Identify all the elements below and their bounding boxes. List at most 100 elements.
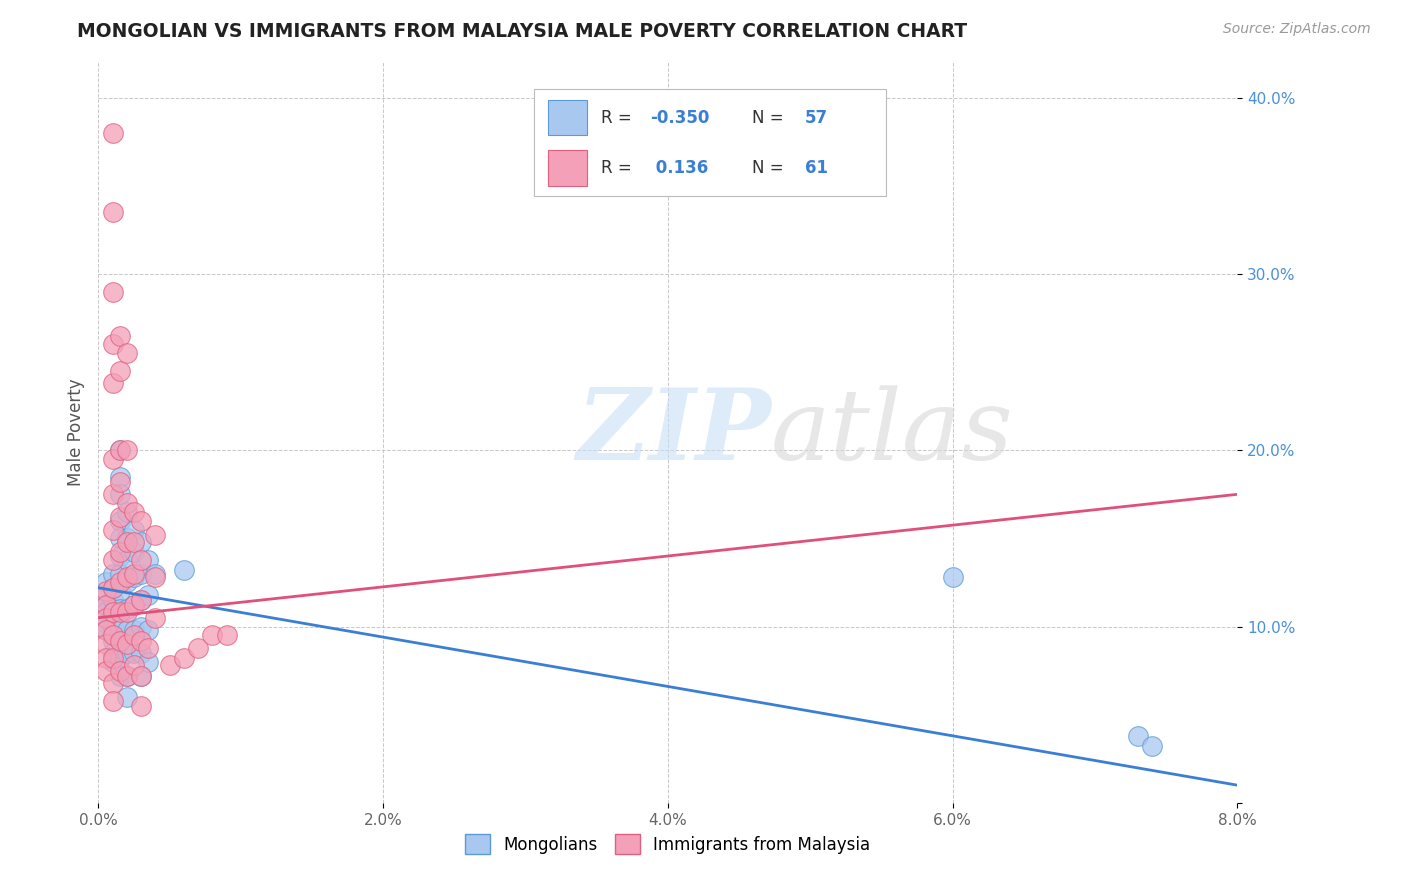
Point [129, 646, 152, 660]
Point [145, 570, 167, 584]
Point [122, 505, 145, 519]
Point [108, 328, 131, 343]
Point [108, 584, 131, 599]
Point [122, 545, 145, 559]
Point [108, 651, 131, 665]
Point [101, 676, 124, 690]
Point [115, 346, 138, 360]
Point [136, 623, 159, 637]
Point [115, 602, 138, 616]
Point [129, 593, 152, 607]
Point [159, 658, 181, 673]
Point [122, 570, 145, 584]
Point [129, 566, 152, 581]
Point [122, 658, 145, 673]
Point [101, 205, 124, 219]
FancyBboxPatch shape [534, 89, 886, 196]
Point [129, 669, 152, 683]
Point [122, 535, 145, 549]
Point [108, 633, 131, 648]
Point [101, 619, 124, 633]
Point [122, 646, 145, 660]
Point [94, 584, 117, 599]
Point [115, 532, 138, 546]
Point [101, 606, 124, 620]
Point [101, 693, 124, 707]
Text: N =: N = [752, 109, 789, 127]
Point [136, 640, 159, 655]
Point [101, 651, 124, 665]
Point [94, 615, 117, 630]
Point [115, 690, 138, 704]
Point [101, 487, 124, 501]
Point [101, 523, 124, 537]
Point [115, 552, 138, 566]
Point [129, 514, 152, 528]
Point [115, 669, 138, 683]
Point [101, 376, 124, 391]
Text: 0.136: 0.136 [650, 159, 709, 177]
Point [115, 606, 138, 620]
Point [145, 528, 167, 542]
Point [115, 646, 138, 660]
FancyBboxPatch shape [548, 150, 588, 186]
Point [108, 545, 131, 559]
Text: Source: ZipAtlas.com: Source: ZipAtlas.com [1223, 22, 1371, 37]
Point [94, 651, 117, 665]
Point [129, 535, 152, 549]
Point [108, 443, 131, 458]
Point [136, 588, 159, 602]
Point [145, 610, 167, 624]
Point [115, 443, 138, 458]
Point [108, 443, 131, 458]
Text: N =: N = [752, 159, 789, 177]
Point [108, 475, 131, 489]
Point [94, 664, 117, 678]
Point [108, 566, 131, 581]
Point [122, 599, 145, 613]
Point [173, 651, 195, 665]
Point [108, 669, 131, 683]
Text: MONGOLIAN VS IMMIGRANTS FROM MALAYSIA MALE POVERTY CORRELATION CHART: MONGOLIAN VS IMMIGRANTS FROM MALAYSIA MA… [77, 22, 967, 41]
Y-axis label: Male Poverty: Male Poverty [66, 379, 84, 486]
Point [1140, 739, 1163, 754]
Point [187, 640, 209, 655]
Point [108, 514, 131, 528]
Point [136, 655, 159, 669]
Point [101, 126, 124, 140]
Point [101, 628, 124, 642]
Point [122, 628, 145, 642]
Point [122, 566, 145, 581]
Point [94, 623, 117, 637]
Point [101, 581, 124, 595]
Point [115, 505, 138, 519]
Point [108, 664, 131, 678]
Point [1126, 729, 1149, 743]
Point [129, 619, 152, 633]
Point [101, 593, 124, 607]
Point [942, 570, 965, 584]
Point [108, 364, 131, 378]
Point [101, 337, 124, 351]
Point [108, 619, 131, 633]
Point [129, 633, 152, 648]
Point [115, 570, 138, 584]
Text: R =: R = [602, 109, 637, 127]
Point [94, 575, 117, 590]
Point [215, 628, 238, 642]
Point [101, 552, 124, 566]
Point [94, 588, 117, 602]
FancyBboxPatch shape [548, 100, 588, 136]
Point [101, 606, 124, 620]
Text: atlas: atlas [770, 385, 1014, 480]
Point [94, 623, 117, 637]
Point [201, 628, 224, 642]
Point [108, 469, 131, 483]
Point [101, 566, 124, 581]
Point [108, 487, 131, 501]
Point [129, 698, 152, 713]
Point [129, 593, 152, 607]
Text: ZIP: ZIP [576, 384, 772, 481]
Point [129, 669, 152, 683]
Point [101, 633, 124, 648]
